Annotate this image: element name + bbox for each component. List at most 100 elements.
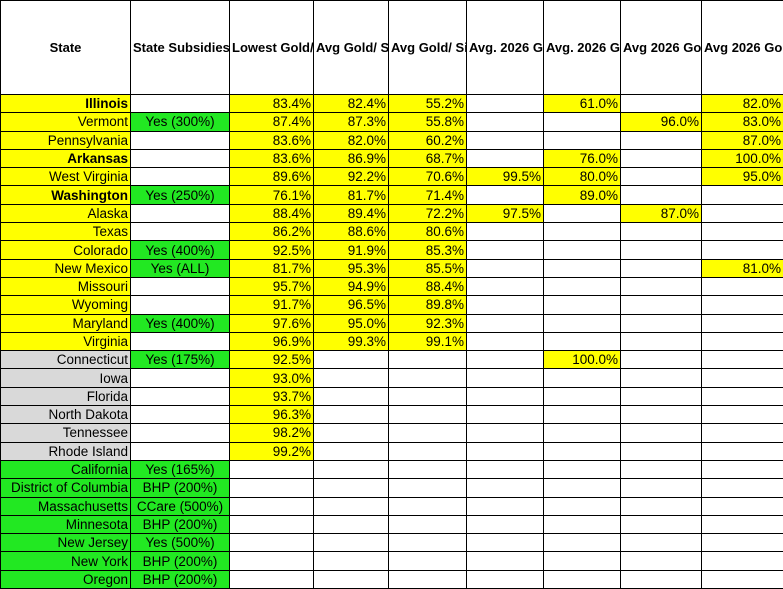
cell-gold-vs-silver-gross[interactable] [621, 259, 702, 277]
cell-gold-vs-gold-gross[interactable]: 97.5% [467, 204, 544, 222]
cell-avg-net[interactable]: 68.7% [389, 149, 467, 167]
cell-gold-vs-gold-net[interactable] [544, 204, 621, 222]
cell-subsidy[interactable]: Yes (500%) [131, 534, 230, 552]
cell-gold-vs-gold-gross[interactable] [467, 406, 544, 424]
cell-gold-vs-silver-gross[interactable] [621, 534, 702, 552]
cell-avg-gross[interactable] [314, 515, 389, 533]
cell-gold-vs-silver-gross[interactable] [621, 277, 702, 295]
cell-gold-vs-gold-net[interactable] [544, 277, 621, 295]
cell-gold-vs-gold-gross[interactable] [467, 479, 544, 497]
cell-subsidy[interactable] [131, 277, 230, 295]
cell-state[interactable]: Missouri [1, 277, 131, 295]
cell-gold-vs-gold-net[interactable] [544, 460, 621, 478]
cell-gold-vs-gold-net[interactable] [544, 259, 621, 277]
cell-gold-vs-gold-net[interactable] [544, 223, 621, 241]
cell-lowest-gold-benchmark[interactable]: 97.6% [230, 314, 314, 332]
cell-gold-vs-gold-gross[interactable] [467, 113, 544, 131]
cell-gold-vs-gold-gross[interactable] [467, 424, 544, 442]
cell-lowest-gold-benchmark[interactable]: 88.4% [230, 204, 314, 222]
cell-subsidy[interactable]: BHP (200%) [131, 552, 230, 570]
cell-gold-vs-silver-gross[interactable] [621, 351, 702, 369]
header-avg-gross[interactable]: Avg Gold/ Silver Gross [314, 1, 389, 95]
cell-gold-vs-gold-net[interactable] [544, 424, 621, 442]
cell-state[interactable]: Arkansas [1, 149, 131, 167]
cell-gold-vs-silver-net[interactable]: 83.0% [702, 113, 783, 131]
cell-avg-net[interactable]: 70.6% [389, 168, 467, 186]
header-lowest-gold-benchmark[interactable]: Lowest Gold/ Benchmark Silver [230, 1, 314, 95]
cell-gold-vs-gold-net[interactable]: 100.0% [544, 351, 621, 369]
cell-avg-gross[interactable]: 95.0% [314, 314, 389, 332]
cell-subsidy[interactable]: BHP (200%) [131, 479, 230, 497]
cell-lowest-gold-benchmark[interactable]: 93.0% [230, 369, 314, 387]
cell-gold-vs-silver-net[interactable] [702, 296, 783, 314]
cell-gold-vs-silver-net[interactable] [702, 332, 783, 350]
cell-gold-vs-gold-gross[interactable] [467, 259, 544, 277]
cell-gold-vs-silver-net[interactable] [702, 186, 783, 204]
header-subsidies[interactable]: State Subsidies/ Special [131, 1, 230, 95]
cell-avg-net[interactable]: 88.4% [389, 277, 467, 295]
cell-gold-vs-gold-net[interactable] [544, 131, 621, 149]
cell-gold-vs-silver-gross[interactable] [621, 296, 702, 314]
cell-gold-vs-gold-gross[interactable] [467, 277, 544, 295]
cell-avg-net[interactable]: 92.3% [389, 314, 467, 332]
cell-subsidy[interactable]: Yes (ALL) [131, 259, 230, 277]
cell-gold-vs-gold-net[interactable] [544, 387, 621, 405]
cell-state[interactable]: Oregon [1, 570, 131, 588]
cell-lowest-gold-benchmark[interactable] [230, 534, 314, 552]
cell-gold-vs-silver-gross[interactable] [621, 424, 702, 442]
cell-gold-vs-silver-net[interactable] [702, 552, 783, 570]
cell-gold-vs-silver-net[interactable] [702, 497, 783, 515]
cell-lowest-gold-benchmark[interactable]: 96.9% [230, 332, 314, 350]
cell-gold-vs-gold-net[interactable] [544, 479, 621, 497]
cell-lowest-gold-benchmark[interactable]: 95.7% [230, 277, 314, 295]
cell-gold-vs-gold-net[interactable]: 89.0% [544, 186, 621, 204]
cell-subsidy[interactable]: Yes (175%) [131, 351, 230, 369]
cell-gold-vs-silver-net[interactable] [702, 479, 783, 497]
cell-lowest-gold-benchmark[interactable] [230, 570, 314, 588]
cell-gold-vs-gold-gross[interactable]: 99.5% [467, 168, 544, 186]
cell-gold-vs-gold-gross[interactable] [467, 442, 544, 460]
cell-avg-gross[interactable] [314, 424, 389, 442]
cell-avg-net[interactable] [389, 387, 467, 405]
cell-gold-vs-silver-gross[interactable] [621, 149, 702, 167]
cell-gold-vs-gold-net[interactable] [544, 552, 621, 570]
cell-avg-gross[interactable]: 94.9% [314, 277, 389, 295]
cell-avg-net[interactable]: 85.3% [389, 241, 467, 259]
cell-gold-vs-gold-net[interactable] [544, 314, 621, 332]
cell-subsidy[interactable]: Yes (400%) [131, 241, 230, 259]
cell-gold-vs-silver-gross[interactable] [621, 369, 702, 387]
cell-gold-vs-silver-gross[interactable] [621, 552, 702, 570]
cell-gold-vs-silver-gross[interactable] [621, 95, 702, 113]
cell-lowest-gold-benchmark[interactable]: 81.7% [230, 259, 314, 277]
cell-gold-vs-silver-gross[interactable] [621, 515, 702, 533]
cell-gold-vs-gold-gross[interactable] [467, 497, 544, 515]
cell-gold-vs-gold-gross[interactable] [467, 460, 544, 478]
cell-state[interactable]: New York [1, 552, 131, 570]
cell-lowest-gold-benchmark[interactable]: 83.4% [230, 95, 314, 113]
cell-subsidy[interactable] [131, 168, 230, 186]
cell-gold-vs-silver-gross[interactable] [621, 460, 702, 478]
cell-avg-net[interactable] [389, 424, 467, 442]
cell-subsidy[interactable]: BHP (200%) [131, 570, 230, 588]
cell-avg-gross[interactable] [314, 570, 389, 588]
cell-gold-vs-gold-net[interactable] [544, 534, 621, 552]
cell-avg-gross[interactable] [314, 534, 389, 552]
cell-gold-vs-silver-net[interactable] [702, 515, 783, 533]
cell-lowest-gold-benchmark[interactable]: 87.4% [230, 113, 314, 131]
cell-state[interactable]: Washington [1, 186, 131, 204]
cell-avg-gross[interactable]: 88.6% [314, 223, 389, 241]
cell-state[interactable]: Vermont [1, 113, 131, 131]
cell-subsidy[interactable] [131, 149, 230, 167]
cell-gold-vs-silver-gross[interactable] [621, 406, 702, 424]
cell-subsidy[interactable] [131, 296, 230, 314]
cell-avg-net[interactable] [389, 552, 467, 570]
cell-state[interactable]: Pennsylvania [1, 131, 131, 149]
cell-avg-gross[interactable]: 92.2% [314, 168, 389, 186]
cell-state[interactable]: New Mexico [1, 259, 131, 277]
cell-gold-vs-gold-net[interactable] [544, 406, 621, 424]
cell-avg-gross[interactable] [314, 351, 389, 369]
cell-avg-net[interactable]: 80.6% [389, 223, 467, 241]
cell-gold-vs-gold-gross[interactable] [467, 534, 544, 552]
header-state[interactable]: State [1, 1, 131, 95]
cell-lowest-gold-benchmark[interactable] [230, 552, 314, 570]
